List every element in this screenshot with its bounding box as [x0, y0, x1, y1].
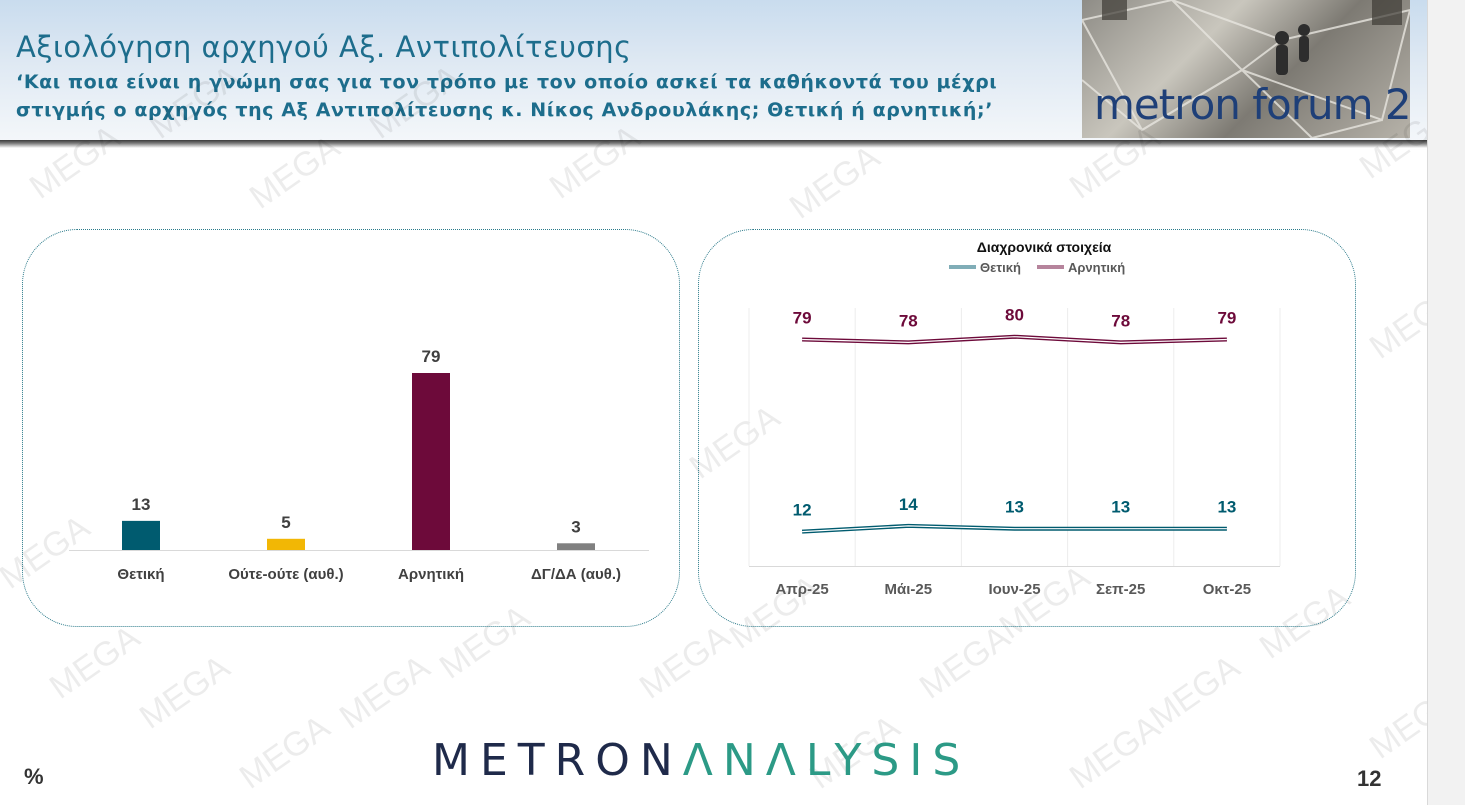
brand-word-analysis: ΛNΛLYSIS: [682, 735, 971, 786]
line-value-label: 14: [899, 495, 918, 514]
logo-text: metron forum 2.0: [1094, 80, 1410, 129]
x-tick-label: Απρ-25: [775, 581, 828, 598]
line-value-label: 80: [1005, 306, 1024, 325]
series-line-highlight: [802, 336, 1227, 343]
watermark-text: MEGA: [1363, 678, 1427, 767]
bar-category-label: Θετική: [117, 566, 164, 583]
legend-label: Θετική: [980, 260, 1021, 275]
bar-value-label: 79: [422, 347, 441, 366]
watermark-text: MEGA: [333, 648, 437, 737]
x-tick-label: Σεπ-25: [1096, 581, 1145, 598]
watermark-text: MEGA: [1363, 278, 1427, 367]
watermark-text: MEGA: [133, 648, 237, 737]
bar: [557, 543, 595, 550]
page-number: 12: [1357, 766, 1382, 791]
bar-chart: 13 Θετική 5 Ούτε-ούτε (αυθ.) 79 Αρνητική 3 ΔΓ/Δ…: [69, 347, 649, 583]
watermark-text: MEGA: [233, 708, 337, 797]
legend-label: Αρνητική: [1068, 260, 1125, 275]
bar-value-label: 13: [132, 495, 151, 514]
line-value-label: 13: [1111, 498, 1130, 517]
bar-value-label: 5: [281, 513, 290, 532]
bar: [122, 520, 160, 550]
header-divider: [0, 140, 1427, 148]
line-value-label: 13: [1217, 498, 1236, 517]
slide: Αξιολόγηση αρχηγού Αξ. Αντιπολίτευσης ‘Κ…: [0, 0, 1427, 797]
unit-label: %: [24, 764, 44, 789]
line-chart-title: Διαχρονικά στοιχεία: [977, 239, 1112, 255]
line-chart-panel: Διαχρονικά στοιχεία Θετική Αρνητική 12 14 13 1…: [698, 229, 1356, 627]
slide-subtitle: ‘Και ποια είναι η γνώμη σας για τον τρόπ…: [16, 71, 998, 121]
bar: [412, 373, 450, 550]
line-chart: Διαχρονικά στοιχεία Θετική Αρνητική 12 14 13 1…: [748, 239, 1281, 598]
brand-word-metron: METRON: [432, 735, 683, 786]
line-value-label: 78: [899, 311, 918, 330]
line-value-label: 12: [793, 501, 812, 520]
bar-value-label: 3: [571, 517, 580, 536]
watermark-text: MEGA: [783, 138, 887, 227]
watermark-text: MEGA: [1063, 708, 1167, 797]
line-value-label: 13: [1005, 498, 1024, 517]
metron-analysis-logo: METRONΛNΛLYSIS: [432, 735, 970, 786]
x-tick-label: Οκτ-25: [1203, 581, 1251, 598]
watermark-text: MEGA: [43, 618, 147, 707]
x-tick-label: Μάι-25: [885, 581, 933, 598]
bar-category-label: Ούτε-ούτε (αυθ.): [228, 566, 343, 583]
line-value-label: 79: [793, 309, 812, 328]
line-value-label: 79: [1217, 309, 1236, 328]
side-strip: [1427, 0, 1465, 805]
series-line-highlight: [802, 525, 1227, 533]
bar-category-label: Αρνητική: [398, 566, 464, 583]
bar-chart-panel: 13 Θετική 5 Ούτε-ούτε (αυθ.) 79 Αρνητική 3 ΔΓ/Δ…: [22, 229, 680, 627]
watermark-text: MEGA: [913, 618, 1017, 707]
watermark-text: MEGA: [633, 618, 737, 707]
bar: [267, 538, 305, 550]
slide-title: Αξιολόγηση αρχηγού Αξ. Αντιπολίτευσης: [16, 30, 632, 64]
line-value-label: 78: [1111, 311, 1130, 330]
x-tick-label: Ιουν-25: [988, 581, 1040, 598]
watermark-text: MEGA: [1143, 648, 1247, 737]
logo-background-pattern: [1082, 0, 1410, 138]
metron-forum-logo: metron forum 2.0: [1082, 0, 1410, 138]
bar-category-label: ΔΓ/ΔΑ (αυθ.): [531, 566, 621, 583]
